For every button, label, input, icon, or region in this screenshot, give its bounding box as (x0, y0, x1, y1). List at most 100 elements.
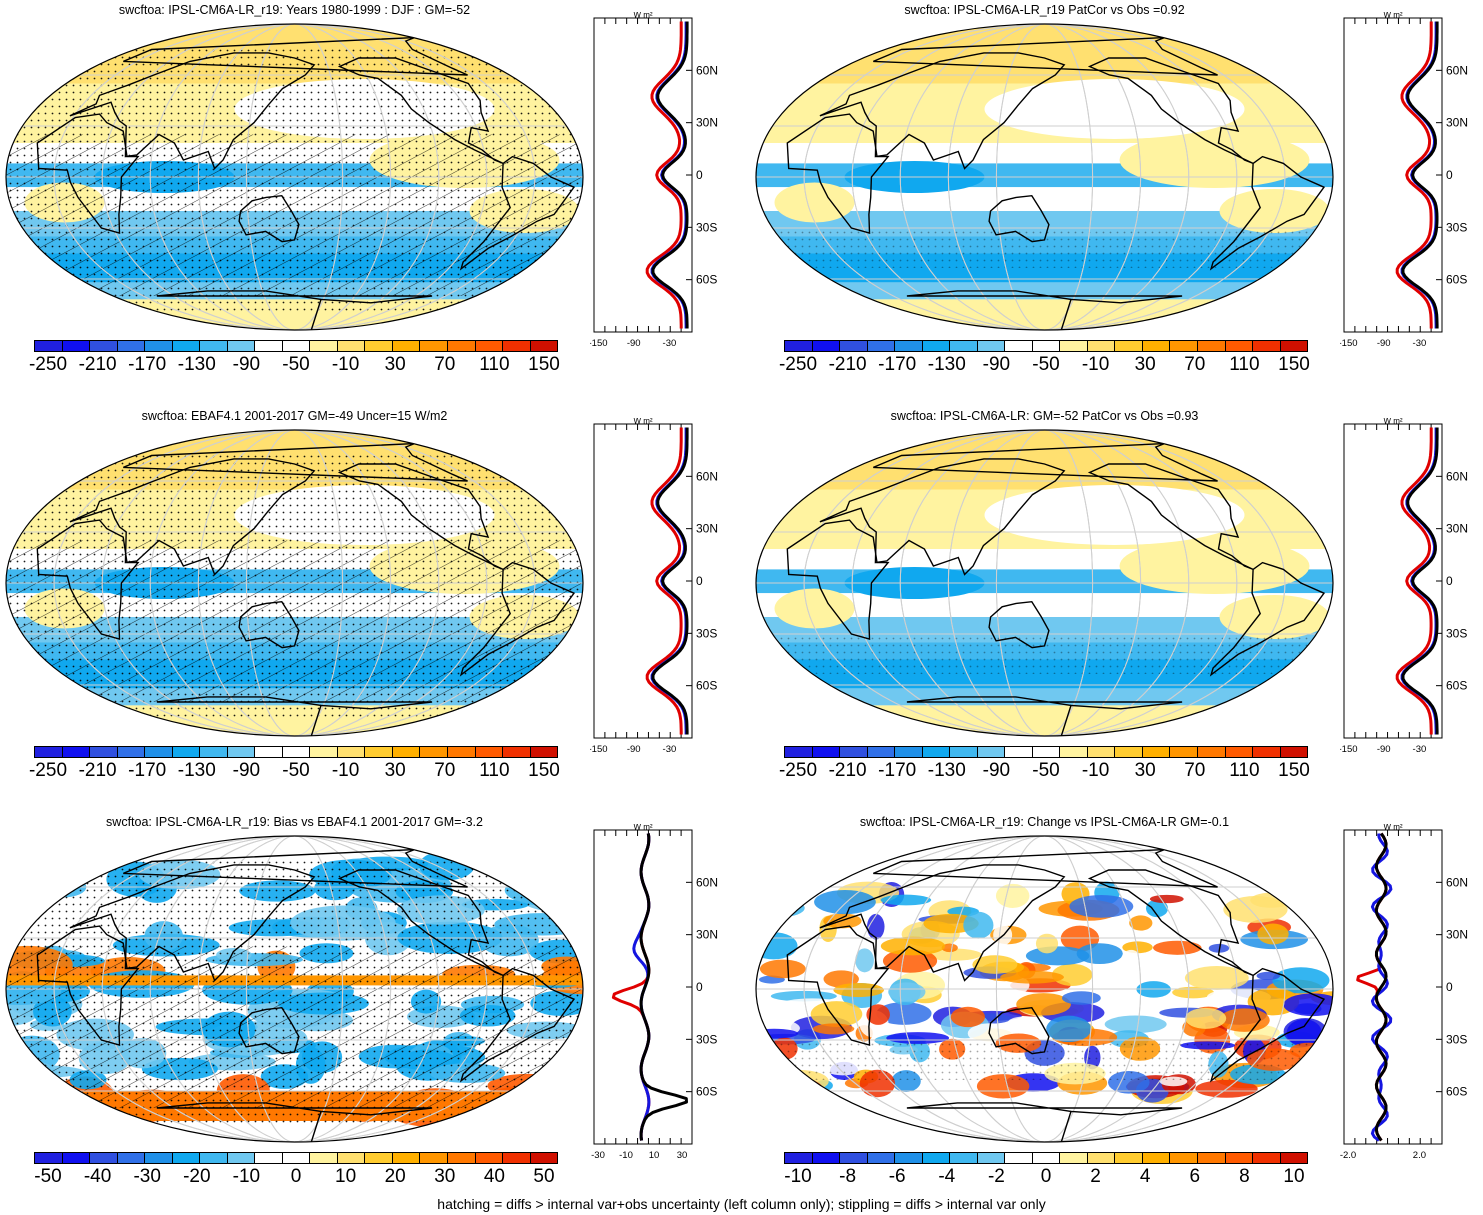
profile-lat-tick: 30S (1446, 626, 1467, 640)
map-plot (755, 835, 1334, 1143)
colorbar-tick-label: 150 (528, 760, 560, 781)
colorbar-swatch (447, 1153, 476, 1163)
colorbar-tick-label: 150 (1278, 760, 1310, 781)
colorbar-swatch (1225, 747, 1254, 757)
colorbar-tick-label: -10 (331, 760, 360, 781)
colorbar-swatch (227, 341, 256, 351)
colorbar-swatch (117, 747, 146, 757)
colorbar-swatch (867, 341, 896, 351)
colorbar-swatch (35, 1153, 63, 1163)
colorbar-tick-label: 150 (528, 354, 560, 375)
profile-lat-tick: 30N (696, 116, 718, 130)
colorbar-swatch (475, 747, 504, 757)
colorbar-swatch (1032, 341, 1061, 351)
colorbar-tick-label: 10 (335, 1166, 357, 1187)
colorbar-swatch (90, 747, 118, 757)
profile-x-tick: -150 (590, 338, 608, 349)
profile-x-tick: -30 (1413, 338, 1427, 349)
colorbar-swatch (1142, 747, 1171, 757)
colorbar-swatch (977, 1153, 1006, 1163)
colorbar-tick-label: -10 (331, 354, 360, 375)
profile-lat-tick: 0 (1446, 574, 1453, 588)
colorbar-swatch (812, 747, 841, 757)
colorbar-swatch (840, 747, 868, 757)
colorbar-swatch (1087, 341, 1116, 351)
colorbar-swatch (200, 1153, 228, 1163)
profile-x-tick: -90 (627, 338, 641, 349)
profile-x-tick: -150 (590, 744, 608, 755)
profile-lat-tick: 0 (696, 980, 703, 994)
colorbar-tick-label: 30 (384, 354, 406, 375)
profile-lat-tick: 30N (1446, 116, 1468, 130)
colorbar-swatch (503, 747, 531, 757)
colorbar-swatch (337, 1153, 366, 1163)
profile-lat-tick: 60N (1446, 63, 1468, 77)
profile-x-tick: -30 (663, 338, 677, 349)
profile-lat-tick: 30N (1446, 928, 1468, 942)
colorbar-swatch (392, 747, 421, 757)
colorbar-tick-label: 150 (1278, 354, 1310, 375)
colorbar-tick-label: -4 (938, 1166, 956, 1187)
profile-lat-tick: 60S (1446, 273, 1467, 287)
colorbar-swatch (812, 1153, 841, 1163)
colorbar-tick-label: -10 (1081, 354, 1110, 375)
colorbar-swatch (1280, 747, 1308, 757)
colorbar-swatch (420, 747, 448, 757)
colorbar-tick-label: -50 (1032, 354, 1060, 375)
colorbar-swatch (1087, 1153, 1116, 1163)
map-plot (5, 429, 584, 737)
colorbar-swatch (867, 1153, 896, 1163)
colorbar-swatch (282, 341, 311, 351)
profile-lat-tick: 0 (696, 574, 703, 588)
colorbar-swatch (922, 341, 951, 351)
profile-lat-tick: 60N (696, 469, 718, 483)
colorbar-tick-label: -20 (183, 1166, 211, 1187)
colorbar-swatch (1032, 1153, 1061, 1163)
profile-unit-label: W m² (633, 418, 652, 426)
colorbar-swatch (117, 341, 146, 351)
colorbar-swatch (785, 341, 813, 351)
colorbar-tick-label: -250 (778, 354, 818, 375)
colorbar-swatch (200, 341, 228, 351)
profile-lat-tick: 60N (696, 875, 718, 889)
profile-unit-label: W m² (633, 12, 652, 20)
colorbar-swatch (35, 747, 63, 757)
profile-x-tick: -150 (1340, 338, 1358, 349)
colorbar-swatch (172, 747, 201, 757)
colorbar-swatch (337, 747, 366, 757)
profile-lat-tick: 60N (1446, 469, 1468, 483)
colorbar-tick-label: 110 (479, 760, 510, 781)
profile-x-tick: 10 (649, 1150, 660, 1161)
profile-lat-tick: 60S (696, 273, 717, 287)
colorbar-swatch (282, 747, 311, 757)
colorbar-swatch (1005, 341, 1033, 351)
colorbar-tick-label: 20 (384, 1166, 406, 1187)
profile-x-tick: 2.0 (1413, 1150, 1426, 1161)
zonal-mean-profile: W m² 60N 30N 0 30S 60S -150 -90 -30 (1340, 418, 1468, 755)
colorbar-tick-label: 2 (1090, 1166, 1101, 1187)
colorbar-swatch (1060, 747, 1088, 757)
colorbar (784, 746, 1308, 758)
colorbar-swatch (1225, 1153, 1254, 1163)
colorbar-swatch (503, 1153, 531, 1163)
colorbar-tick-label: -50 (1032, 760, 1060, 781)
profile-unit-label: W m² (1383, 418, 1402, 426)
colorbar-tick-label: 110 (479, 354, 510, 375)
colorbar-swatch (255, 1153, 283, 1163)
colorbar-tick-label: 30 (1134, 760, 1156, 781)
colorbar (34, 340, 558, 352)
colorbar-swatch (172, 341, 201, 351)
colorbar-swatch (1197, 747, 1226, 757)
colorbar-swatch (840, 1153, 868, 1163)
colorbar-swatch (922, 747, 951, 757)
map-plot (5, 23, 584, 331)
colorbar-tick-label: -170 (878, 760, 917, 781)
profile-lat-tick: 0 (696, 168, 703, 182)
colorbar-swatch (812, 341, 841, 351)
colorbar-swatch (475, 341, 504, 351)
colorbar-swatch (62, 1153, 91, 1163)
colorbar-swatch (1115, 747, 1143, 757)
colorbar-swatch (785, 747, 813, 757)
profile-lat-tick: 60S (696, 1085, 717, 1099)
colorbar-tick-label: 4 (1139, 1166, 1151, 1187)
